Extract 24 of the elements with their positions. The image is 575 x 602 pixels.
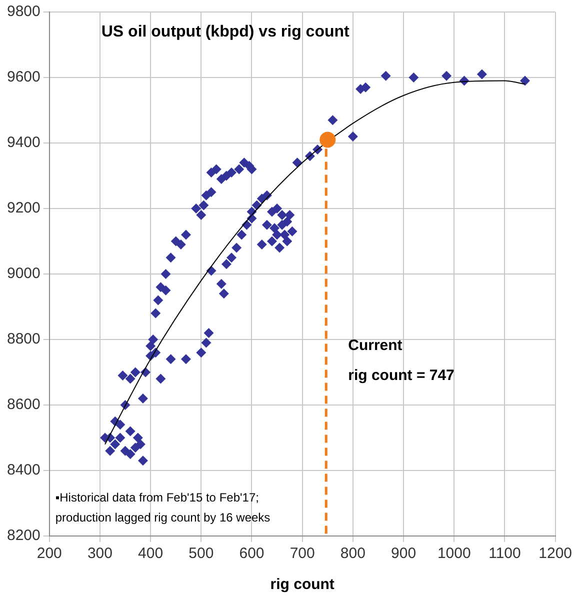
x-tick-label: 700	[290, 545, 315, 562]
y-tick-label: 9400	[6, 134, 40, 152]
ref-line-label: Current rig count = 747	[348, 337, 454, 384]
text: US oil output (kbpd) vs rig count	[101, 23, 350, 40]
y-tick-label: 9200	[6, 200, 40, 217]
y-tick-label: 9000	[6, 265, 40, 282]
x-tick-label: 300	[87, 545, 112, 562]
x-tick-label: 900	[391, 545, 416, 562]
x-axis-title: rig count	[270, 576, 334, 594]
y-tick-label: 9800	[6, 3, 40, 20]
x-tick-label: 600	[239, 545, 264, 562]
x-tick-label: 1000	[437, 545, 471, 562]
y-tick-label: 8600	[6, 396, 40, 414]
x-tick-label: 1200	[538, 545, 572, 562]
y-tick-label: 8200	[6, 527, 40, 544]
x-tick-label: 500	[188, 545, 214, 562]
y-tick-label: 8400	[6, 462, 40, 479]
x-tick-label: 1100	[488, 545, 521, 562]
x-tick-label: 400	[138, 545, 164, 562]
x-tick-label: 200	[36, 545, 62, 562]
y-tick-label: 8800	[6, 330, 40, 348]
y-tick-label: 9600	[6, 68, 40, 86]
annotation: ▪Historical data from Feb'15 to Feb'17; production lagged rig count by 16 weeks	[55, 490, 270, 524]
x-tick-label: 800	[340, 545, 366, 562]
